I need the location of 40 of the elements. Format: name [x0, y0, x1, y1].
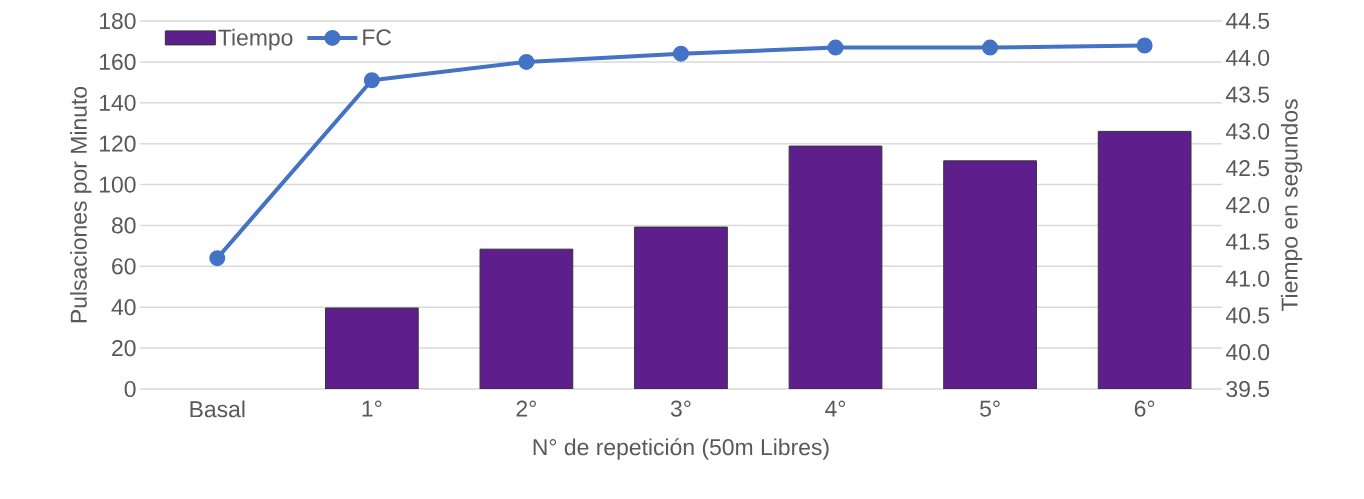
point — [827, 39, 844, 56]
point — [363, 72, 380, 89]
y2-tick-label: 41.5 — [1225, 233, 1270, 250]
y-tick-label: 160 — [100, 53, 136, 70]
x-tick-label: Basal — [190, 400, 245, 418]
y2-tick-label: 39.5 — [1226, 380, 1270, 398]
y-tick-label: 140 — [100, 94, 136, 111]
legend-label: FC — [363, 29, 392, 46]
point — [982, 39, 999, 56]
y-tick-label: 180 — [100, 12, 136, 30]
y2-tick-label: 41.0 — [1225, 270, 1270, 287]
x-axis-title: N° de repetición (50m Libres) — [533, 438, 829, 460]
legend-label: Tiempo — [218, 28, 293, 51]
y-tick-label: 40 — [111, 299, 136, 316]
x-tick-label: 4° — [825, 400, 846, 417]
x-tick-label: 5° — [980, 400, 1000, 417]
x-tick-label: 2° — [516, 400, 536, 417]
y2-tick-label: 44.0 — [1225, 49, 1270, 66]
y2-tick-label: 40.5 — [1225, 307, 1270, 324]
point — [672, 45, 689, 62]
y-tick-label: 120 — [100, 135, 136, 152]
y2-tick-label: 42.0 — [1225, 196, 1270, 214]
y-tick-label: 100 — [100, 176, 136, 193]
y-axis-title: Pulsaciones por Minuto — [70, 86, 92, 323]
y2-tick-label: 40.0 — [1225, 344, 1270, 361]
y-tick-label: 80 — [111, 217, 136, 234]
y2-tick-label: 42.5 — [1225, 160, 1270, 177]
point — [1136, 37, 1153, 54]
point — [209, 250, 226, 267]
x-tick-label: 3° — [670, 400, 691, 417]
y2-tick-label: 44.5 — [1225, 13, 1270, 29]
y2-tick-label: 43.0 — [1225, 123, 1270, 140]
point — [518, 53, 535, 70]
y2-axis-title: Tiempo en segundos — [1280, 99, 1303, 312]
y-tick-label: 60 — [112, 258, 136, 275]
y-tick-label: 20 — [112, 340, 136, 357]
x-tick-label: 6° — [1134, 400, 1155, 417]
y-tick-label: 0 — [124, 380, 136, 398]
x-tick-label: 1° — [362, 400, 382, 417]
y2-tick-label: 43.5 — [1225, 86, 1270, 103]
